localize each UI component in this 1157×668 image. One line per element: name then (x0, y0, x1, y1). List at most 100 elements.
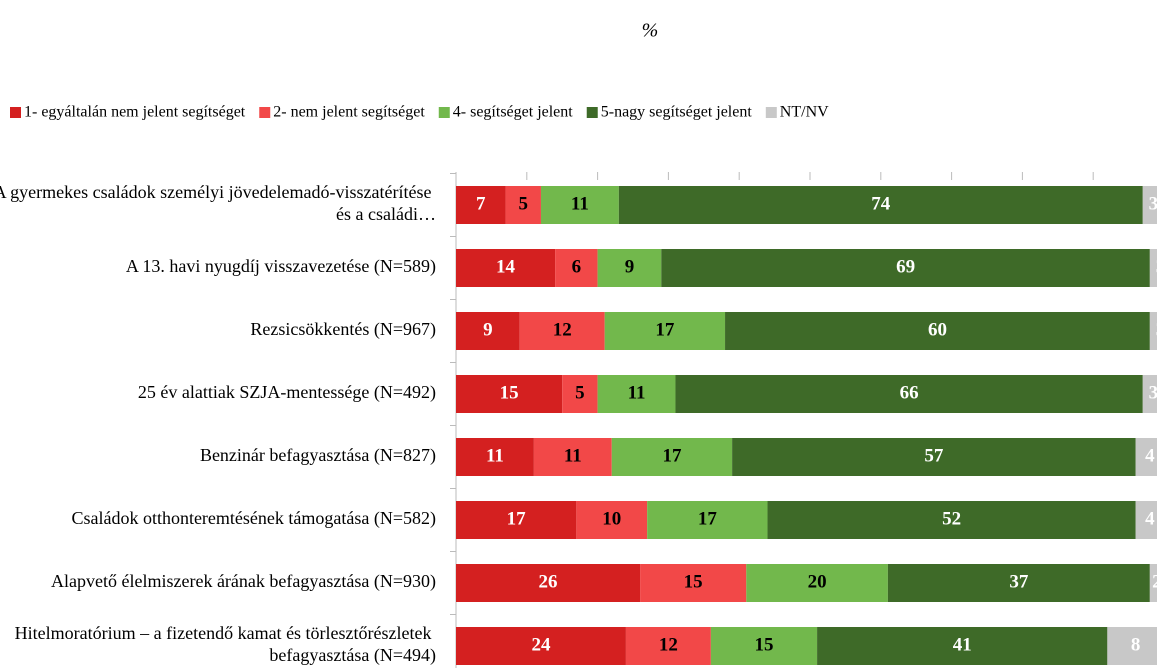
data-label: 24 (531, 634, 551, 655)
category-label: Benzinár befagyasztása (N=827) (200, 445, 436, 466)
data-label: 6 (572, 256, 582, 277)
data-label: 11 (571, 193, 589, 214)
data-label: 4 (1145, 508, 1155, 529)
legend-swatch (586, 107, 598, 118)
bar-segment (540, 186, 619, 224)
data-label: 60 (928, 319, 947, 340)
bar-segment (597, 375, 676, 413)
data-label: 15 (684, 571, 703, 592)
data-label: 7 (476, 193, 486, 214)
bar-segment (1107, 627, 1157, 665)
legend-label: 5-nagy segítséget jelent (601, 104, 753, 121)
data-label: 17 (698, 508, 718, 529)
data-label: 52 (942, 508, 961, 529)
data-label: 4 (1145, 445, 1155, 466)
data-label: 41 (953, 634, 972, 655)
data-label: 12 (553, 319, 572, 340)
bar-segment (1135, 501, 1157, 539)
data-label: 5 (519, 193, 529, 214)
bar-segment (1149, 564, 1157, 602)
bar-segment (456, 249, 556, 287)
bar-segment (640, 564, 747, 602)
bar-segment (456, 627, 626, 665)
data-label: 12 (659, 634, 678, 655)
legend-label: 4- segítséget jelent (453, 104, 574, 121)
bar-segment (505, 186, 541, 224)
data-label: 20 (808, 571, 827, 592)
data-label: 9 (625, 256, 635, 277)
bar-segment (661, 249, 1150, 287)
legend-label: 1- egyáltalán nem jelent segítséget (24, 104, 246, 121)
bar-segment (817, 627, 1108, 665)
bar-segment (576, 501, 648, 539)
data-label: 57 (924, 445, 944, 466)
legend-swatch (438, 107, 450, 118)
data-label: 69 (896, 256, 915, 277)
data-label: 11 (486, 445, 504, 466)
bar-segment (1149, 312, 1157, 350)
bar-segment (1149, 249, 1157, 287)
bar-segment (456, 564, 641, 602)
data-label: 2 (1152, 571, 1157, 592)
legend-label: NT/NV (780, 104, 829, 121)
data-label: 10 (602, 508, 621, 529)
bar-segment (456, 438, 534, 476)
bar-segment (675, 375, 1143, 413)
legend-label: 2- nem jelent segítséget (273, 104, 425, 121)
data-label: 3 (1156, 256, 1157, 277)
data-label: 3 (1149, 193, 1157, 214)
bar-segment (767, 501, 1136, 539)
data-label: 37 (1009, 571, 1029, 592)
data-label: 3 (1156, 319, 1157, 340)
bar-segment (1142, 186, 1157, 224)
data-label: 15 (754, 634, 773, 655)
category-label: A 13. havi nyugdíj visszavezetése (N=589… (126, 256, 436, 277)
data-label: 3 (1149, 382, 1157, 403)
data-label: 8 (1131, 634, 1141, 655)
data-label: 17 (655, 319, 675, 340)
bar-segment (456, 375, 563, 413)
bar-segment (604, 312, 726, 350)
bar-segment (625, 627, 711, 665)
bar-segment (456, 186, 506, 224)
bar-segment (1142, 375, 1157, 413)
bar-segment (746, 564, 888, 602)
bar-segment (555, 249, 598, 287)
bar-segment (732, 438, 1136, 476)
data-label: 11 (564, 445, 582, 466)
legend-swatch (765, 107, 777, 118)
category-label: A gyermekes családok személyi jövedelema… (0, 182, 436, 224)
data-label: 5 (575, 382, 585, 403)
bar-segment (597, 249, 662, 287)
bar-segment (562, 375, 598, 413)
bar-segment (533, 438, 612, 476)
category-label: Alapvető élelmiszerek árának befagyasztá… (51, 571, 436, 592)
bar-segment (618, 186, 1143, 224)
data-label: 17 (507, 508, 527, 529)
bar-segment (611, 438, 733, 476)
category-label: 25 év alattiak SZJA-mentessége (N=492) (138, 382, 436, 403)
data-label: 26 (539, 571, 558, 592)
data-label: 11 (628, 382, 646, 403)
data-label: 17 (662, 445, 682, 466)
data-label: 15 (500, 382, 519, 403)
bar-segment (456, 312, 520, 350)
bar-segment (456, 501, 577, 539)
legend-swatch (259, 107, 271, 118)
bar-segment (725, 312, 1150, 350)
category-label: Rezsicsökkentés (N=967) (250, 319, 436, 340)
bar-segment (887, 564, 1150, 602)
data-label: 66 (900, 382, 919, 403)
legend-swatch (10, 107, 21, 118)
category-label: Hitelmoratórium – a fizetendő kamat és t… (15, 623, 436, 666)
bar-segment (710, 627, 818, 665)
category-label: Családok otthonteremtésének támogatása (… (71, 508, 436, 529)
bar-segment (647, 501, 768, 539)
data-label: 9 (483, 319, 493, 340)
data-label: 74 (871, 193, 891, 214)
data-label: 14 (496, 256, 516, 277)
chart-title: % (642, 20, 659, 42)
bar-segment (519, 312, 605, 350)
bar-segment (1135, 438, 1157, 476)
